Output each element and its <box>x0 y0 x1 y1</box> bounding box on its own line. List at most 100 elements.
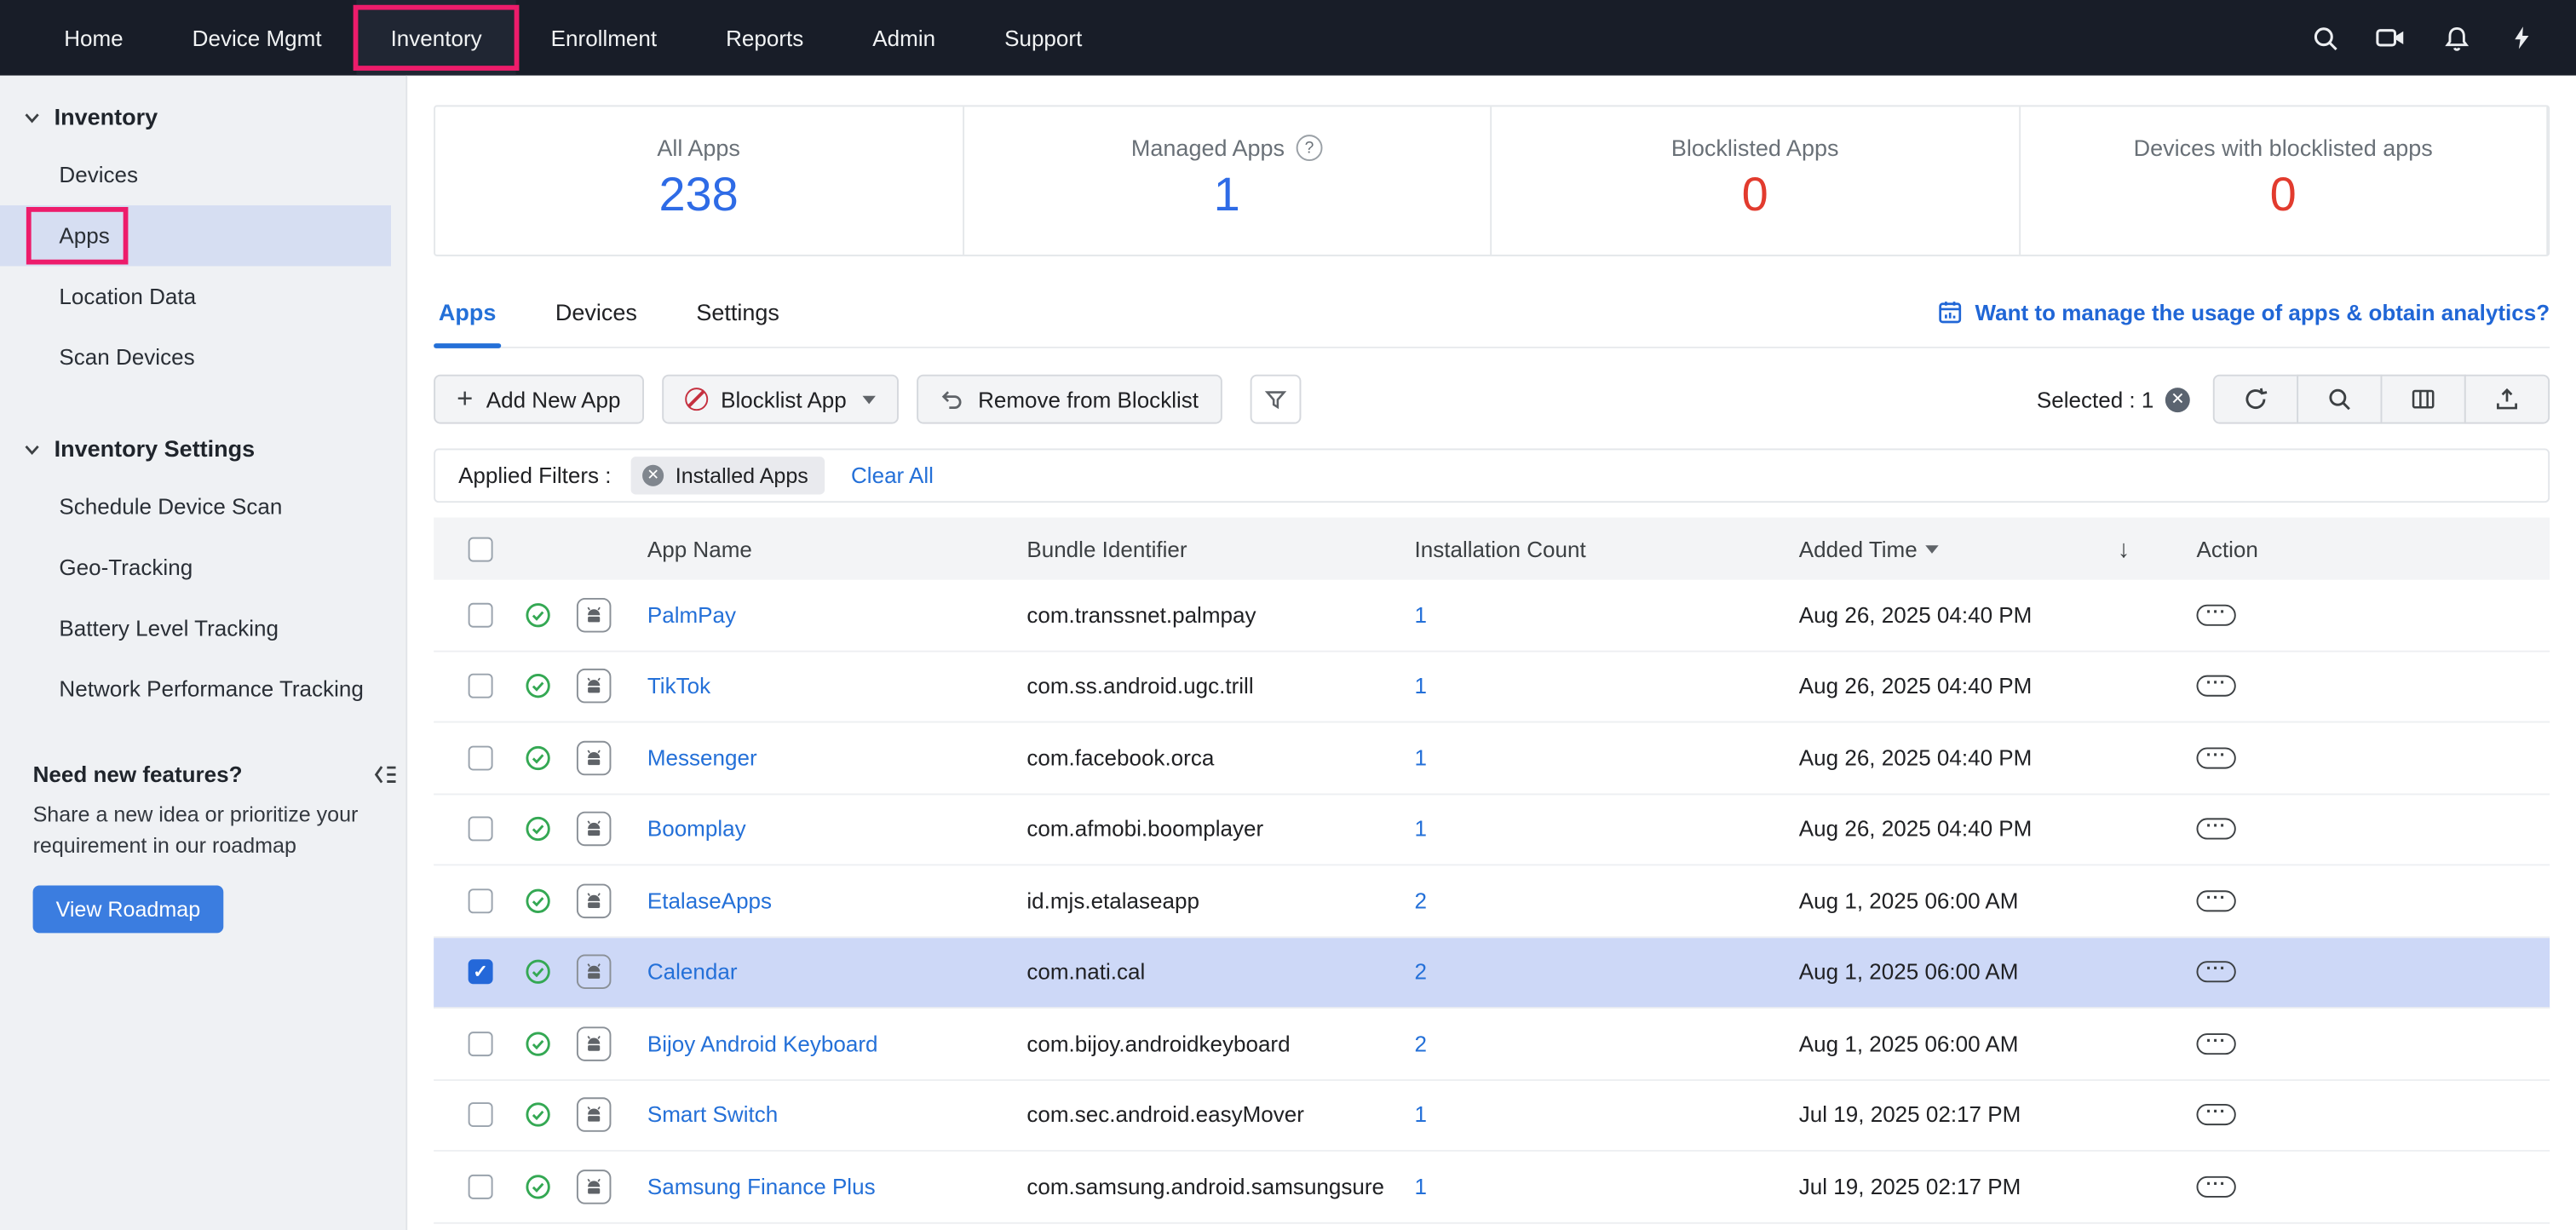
select-all-checkbox[interactable] <box>468 536 493 561</box>
help-icon[interactable]: ? <box>1296 135 1323 161</box>
app-name-link[interactable]: PalmPay <box>647 602 737 628</box>
stat-card[interactable]: All Apps 238 <box>435 106 964 255</box>
clear-selection-icon[interactable]: ✕ <box>2165 387 2190 412</box>
android-app-icon <box>575 1169 611 1204</box>
row-actions-menu-icon[interactable] <box>2196 604 2236 626</box>
tab[interactable]: Apps <box>434 299 502 348</box>
notifications-bell-icon[interactable] <box>2428 10 2484 66</box>
table-row[interactable]: Calendar com.nati.cal 2 Aug 1, 2025 06:0… <box>434 937 2550 1009</box>
blocklist-app-button[interactable]: Blocklist App <box>661 374 900 424</box>
search-icon[interactable] <box>2297 10 2353 66</box>
row-actions-menu-icon[interactable] <box>2196 889 2236 911</box>
sidebar-item[interactable]: Inventory Settings <box>0 421 405 477</box>
row-checkbox[interactable] <box>468 674 493 699</box>
table-row[interactable]: Samsung Finance Plus com.samsung.android… <box>434 1151 2550 1223</box>
table-row[interactable]: Boomplay com.afmobi.boomplayer 1 Aug 26,… <box>434 794 2550 866</box>
bundle-identifier: com.bijoy.androidkeyboard <box>1026 1031 1291 1056</box>
sidebar-item[interactable]: Devices <box>0 145 405 205</box>
stat-card[interactable]: Devices with blocklisted apps 0 <box>2020 106 2549 255</box>
sidebar-item[interactable]: Inventory <box>0 89 405 145</box>
sort-direction-icon[interactable]: ↓ <box>2117 534 2130 563</box>
installation-count-link[interactable]: 2 <box>1414 1031 1427 1056</box>
app-name-link[interactable]: Samsung Finance Plus <box>647 1174 876 1199</box>
clear-all-filters-link[interactable]: Clear All <box>850 463 934 488</box>
app-name-link[interactable]: EtalaseApps <box>647 888 773 913</box>
sort-caret-icon <box>1925 544 1939 553</box>
row-actions-menu-icon[interactable] <box>2196 747 2236 769</box>
row-checkbox[interactable] <box>468 1102 493 1128</box>
app-name-link[interactable]: TikTok <box>647 674 711 699</box>
row-actions-menu-icon[interactable] <box>2196 1032 2236 1055</box>
column-header-added-time[interactable]: Added Time <box>1773 537 2118 561</box>
installation-count-link[interactable]: 1 <box>1414 674 1427 699</box>
tab[interactable]: Settings <box>696 298 779 325</box>
add-new-app-button[interactable]: + Add New App <box>434 374 644 424</box>
column-header-bundle-identifier[interactable]: Bundle Identifier <box>1026 536 1187 561</box>
row-actions-menu-icon[interactable] <box>2196 675 2236 698</box>
sidebar-item-label: Network Performance Tracking <box>59 676 364 702</box>
app-name-link[interactable]: Smart Switch <box>647 1102 779 1128</box>
row-actions-menu-icon[interactable] <box>2196 961 2236 983</box>
sidebar-item[interactable]: Schedule Device Scan <box>0 476 405 537</box>
filter-chip-installed-apps[interactable]: ✕ Installed Apps <box>630 457 825 495</box>
table-row[interactable]: Messenger com.facebook.orca 1 Aug 26, 20… <box>434 722 2550 795</box>
nav-item[interactable]: Reports <box>692 0 838 76</box>
nav-item[interactable]: Support <box>970 0 1117 76</box>
sidebar-item[interactable]: Location Data <box>0 266 405 326</box>
sidebar-item[interactable]: Battery Level Tracking <box>0 598 405 658</box>
stat-card[interactable]: Managed Apps ? 1 <box>963 106 1492 255</box>
analytics-link[interactable]: Want to manage the usage of apps & obtai… <box>1937 299 2550 347</box>
filter-funnel-button[interactable] <box>1249 374 1301 424</box>
row-actions-menu-icon[interactable] <box>2196 1104 2236 1126</box>
nav-item[interactable]: Inventory <box>353 0 520 76</box>
app-name-link[interactable]: Messenger <box>647 745 757 771</box>
app-name-link[interactable]: Calendar <box>647 959 738 985</box>
column-header-installation-count[interactable]: Installation Count <box>1414 536 1586 561</box>
video-call-icon[interactable] <box>2362 10 2418 66</box>
customize-columns-icon[interactable] <box>2380 374 2466 424</box>
table-row[interactable]: PalmPay com.transsnet.palmpay 1 Aug 26, … <box>434 579 2550 652</box>
row-checkbox[interactable] <box>468 888 493 913</box>
sidebar-item[interactable]: Scan Devices <box>0 327 405 388</box>
row-checkbox[interactable] <box>468 959 493 985</box>
table-row[interactable]: EtalaseApps id.mjs.etalaseapp 2 Aug 1, 2… <box>434 865 2550 938</box>
view-roadmap-button[interactable]: View Roadmap <box>32 884 224 933</box>
row-actions-menu-icon[interactable] <box>2196 1175 2236 1198</box>
installation-count-link[interactable]: 1 <box>1414 816 1427 842</box>
app-name-link[interactable]: Boomplay <box>647 816 746 842</box>
sidebar-item[interactable]: Apps <box>0 205 391 267</box>
apps-table: App Name Bundle Identifier Installation … <box>434 517 2550 1223</box>
app-name-link[interactable]: Bijoy Android Keyboard <box>647 1031 878 1056</box>
nav-item[interactable]: Home <box>30 0 158 76</box>
row-actions-menu-icon[interactable] <box>2196 818 2236 840</box>
collapse-sidebar-icon[interactable] <box>371 762 400 787</box>
refresh-icon[interactable] <box>2212 374 2299 424</box>
nav-item[interactable]: Device Mgmt <box>158 0 356 76</box>
remove-from-blocklist-button[interactable]: Remove from Blocklist <box>917 374 1222 424</box>
nav-item[interactable]: Enrollment <box>516 0 691 76</box>
row-checkbox[interactable] <box>468 602 493 628</box>
installation-count-link[interactable]: 1 <box>1414 602 1427 628</box>
row-checkbox[interactable] <box>468 1031 493 1056</box>
tab[interactable]: Devices <box>555 298 637 325</box>
installation-count-link[interactable]: 2 <box>1414 888 1427 913</box>
sidebar-item[interactable]: Network Performance Tracking <box>0 658 405 719</box>
column-header-app-name[interactable]: App Name <box>647 536 752 561</box>
search-icon[interactable] <box>2297 374 2383 424</box>
sidebar-item[interactable]: Geo-Tracking <box>0 537 405 598</box>
quick-actions-flash-icon[interactable] <box>2494 10 2550 66</box>
table-row[interactable]: TikTok com.ss.android.ugc.trill 1 Aug 26… <box>434 651 2550 723</box>
row-checkbox[interactable] <box>468 745 493 771</box>
table-row[interactable]: Smart Switch com.sec.android.easyMover 1… <box>434 1080 2550 1152</box>
installation-count-link[interactable]: 2 <box>1414 959 1427 985</box>
installation-count-link[interactable]: 1 <box>1414 1102 1427 1128</box>
stat-card[interactable]: Blocklisted Apps 0 <box>1492 106 2021 255</box>
remove-filter-icon[interactable]: ✕ <box>642 464 664 486</box>
nav-item[interactable]: Admin <box>838 0 970 76</box>
row-checkbox[interactable] <box>468 816 493 842</box>
export-icon[interactable] <box>2464 374 2550 424</box>
installation-count-link[interactable]: 1 <box>1414 1174 1427 1199</box>
table-row[interactable]: Bijoy Android Keyboard com.bijoy.android… <box>434 1009 2550 1081</box>
row-checkbox[interactable] <box>468 1174 493 1199</box>
installation-count-link[interactable]: 1 <box>1414 745 1427 771</box>
